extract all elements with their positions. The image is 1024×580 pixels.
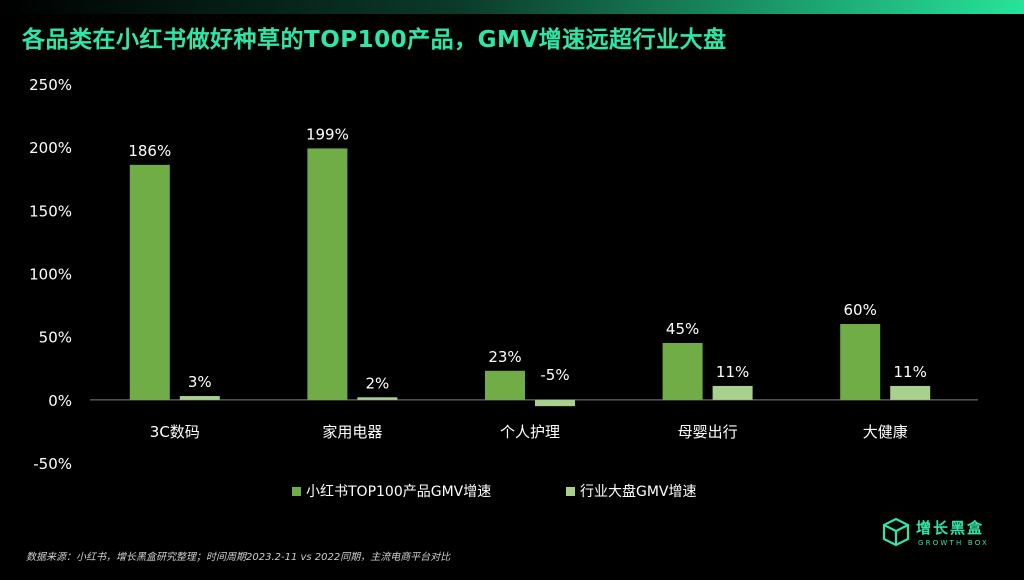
- legend-label: 小红书TOP100产品GMV增速: [306, 484, 491, 500]
- legend-swatch: [566, 487, 575, 496]
- y-tick-label: 150%: [29, 202, 72, 220]
- data-label: 199%: [306, 125, 349, 143]
- bar-xiaohongshu: [307, 148, 348, 400]
- legend-swatch: [292, 487, 301, 496]
- x-category-label: 个人护理: [500, 423, 560, 441]
- y-tick-label: 50%: [39, 329, 72, 347]
- data-label: 186%: [128, 142, 171, 160]
- source-note: 数据来源：小红书，增长黑盒研究整理；时间周期2023.2-11 vs 2022同…: [26, 552, 451, 563]
- x-category-label: 大健康: [863, 423, 908, 441]
- legend-label: 行业大盘GMV增速: [580, 483, 697, 500]
- logo-subtitle: GROWTH BOX: [918, 539, 990, 547]
- brand-logo: 增长黑盒 GROWTH BOX: [882, 515, 1002, 555]
- data-label: 23%: [488, 348, 521, 366]
- y-tick-label: 200%: [29, 139, 72, 157]
- bar-xiaohongshu: [485, 370, 525, 400]
- data-label: 45%: [666, 320, 699, 338]
- logo-name: 增长黑盒: [916, 519, 985, 537]
- data-label: -5%: [540, 366, 569, 384]
- bar-industry: [890, 385, 931, 400]
- x-category-label: 3C数码: [150, 423, 200, 441]
- page-title: 各品类在小红书做好种草的TOP100产品，GMV增速远超行业大盘: [22, 27, 727, 53]
- bar-industry: [179, 396, 220, 400]
- bar-industry: [712, 385, 753, 400]
- bar-xiaohongshu: [840, 324, 881, 400]
- bar-industry: [357, 397, 398, 400]
- data-label: 11%: [716, 363, 749, 381]
- x-category-label: 母婴出行: [678, 423, 738, 441]
- y-tick-label: 0%: [48, 392, 72, 410]
- bar-industry: [535, 399, 575, 407]
- y-tick-label: 100%: [29, 266, 72, 284]
- data-label: 2%: [366, 374, 390, 392]
- data-label: 60%: [844, 301, 877, 319]
- y-tick-label: -50%: [33, 455, 72, 473]
- bar-xiaohongshu: [129, 164, 170, 400]
- data-label: 11%: [894, 363, 927, 381]
- data-label: 3%: [188, 373, 212, 391]
- x-category-label: 家用电器: [322, 423, 382, 441]
- top-gradient-bar: [0, 0, 1024, 14]
- y-tick-label: 250%: [29, 76, 72, 94]
- growth-box-cube-icon: [882, 517, 910, 547]
- bar-xiaohongshu: [662, 342, 703, 400]
